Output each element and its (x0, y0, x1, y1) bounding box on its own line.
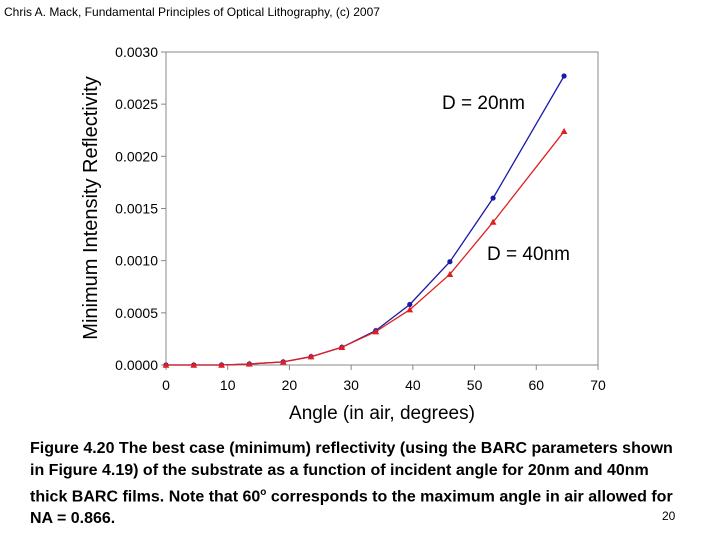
x-tick-label: 10 (220, 377, 236, 393)
data-point (279, 358, 287, 365)
y-axis-label: Minimum Intensity Reflectivity (80, 76, 102, 339)
data-point (338, 343, 346, 350)
data-point (372, 328, 380, 335)
data-point (307, 353, 315, 360)
data-point (407, 301, 413, 308)
data-point (245, 360, 253, 367)
series-line-d40 (166, 130, 565, 366)
y-tick-label: 0.0020 (115, 148, 158, 164)
data-point (446, 270, 454, 277)
data-point (406, 306, 414, 313)
page-number: 20 (662, 509, 676, 523)
x-tick-label: 0 (162, 377, 170, 393)
y-tick-label: 0.0000 (115, 357, 158, 373)
x-tick-label: 60 (528, 377, 544, 393)
x-tick-label: 40 (405, 377, 421, 393)
header-credit: Chris A. Mack, Fundamental Principles of… (4, 5, 380, 19)
y-tick-label: 0.0030 (115, 44, 158, 60)
data-point (561, 73, 567, 79)
data-point (190, 361, 198, 368)
annotation-d40: D = 40nm (487, 244, 570, 265)
x-axis: 0 10 20 30 40 50 60 70 (162, 365, 606, 393)
x-tick-label: 30 (343, 377, 359, 393)
y-tick-label: 0.0005 (115, 305, 158, 321)
caption-text-2: corresponds to the maximum angle in air … (30, 488, 673, 528)
y-tick-label: 0.0025 (115, 96, 158, 112)
series-layer (162, 73, 568, 368)
data-point (490, 195, 496, 201)
data-point (162, 361, 170, 368)
y-tick-label: 0.0010 (115, 253, 158, 269)
x-tick-label: 70 (590, 377, 606, 393)
data-point (218, 361, 225, 368)
y-tick-label: 0.0015 (115, 201, 158, 217)
data-point (560, 127, 568, 135)
x-axis-label: Angle (in air, degrees) (289, 403, 475, 424)
caption-text-1: Figure 4.20 The best case (minimum) refl… (30, 440, 673, 506)
figure-caption: Figure 4.20 The best case (minimum) refl… (30, 438, 690, 530)
data-point (447, 259, 453, 265)
x-tick-label: 20 (282, 377, 298, 393)
x-tick-label: 50 (467, 377, 483, 393)
data-point (489, 218, 497, 225)
caption-degree-sup: o (260, 487, 267, 498)
plot-area (165, 51, 599, 366)
annotation-d20: D = 20nm (442, 93, 525, 114)
y-axis: 0.0000 0.0005 0.0010 0.0015 0.0020 0.0025 0.00… (115, 44, 166, 373)
